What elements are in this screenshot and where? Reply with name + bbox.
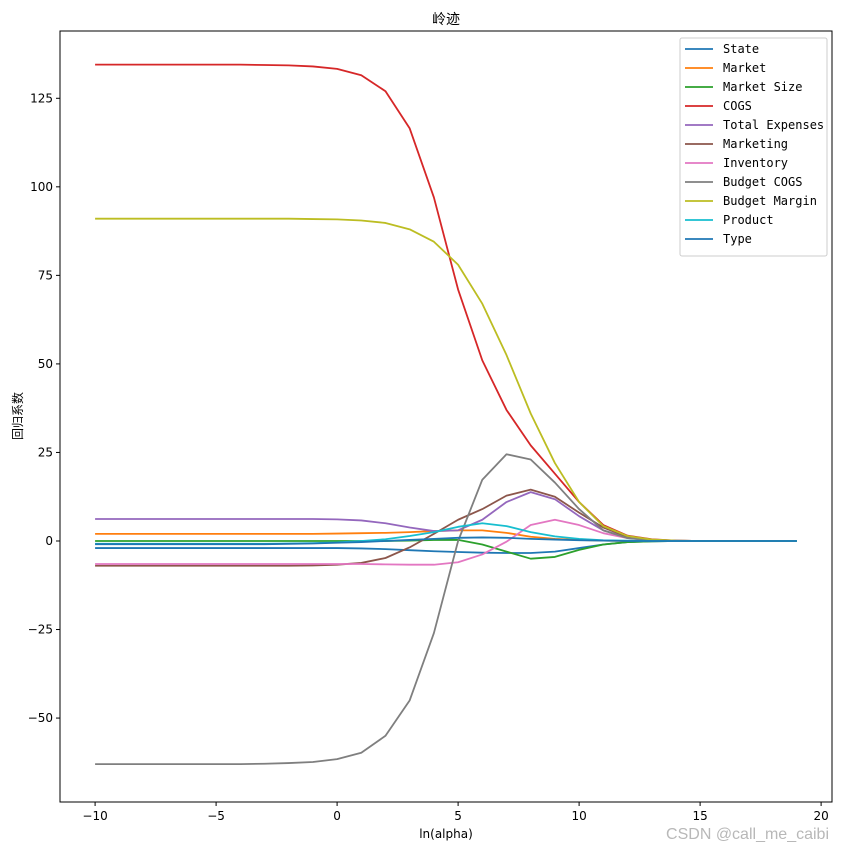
watermark: CSDN @call_me_caibi (666, 826, 829, 843)
legend-label: Product (723, 213, 774, 227)
plot-area (95, 63, 797, 766)
y-axis-ticks: −50 −25 0 25 50 75 100 125 (28, 91, 60, 725)
legend: State Market Market Size COGS Total Expenses… (679, 37, 828, 257)
legend-label: Marketing (723, 137, 788, 151)
legend-label: State (723, 42, 759, 56)
legend-label: Inventory (723, 156, 788, 170)
legend-label: Budget Margin (723, 194, 817, 208)
series-line-type (95, 536, 797, 546)
y-tick-label: 50 (38, 357, 53, 371)
y-tick-label: 75 (38, 268, 53, 282)
legend-label: COGS (723, 99, 752, 113)
y-tick-label: −25 (28, 623, 53, 637)
y-tick-label: −50 (28, 711, 53, 725)
series-line-budget-cogs (95, 453, 797, 766)
y-tick-label: 25 (38, 445, 53, 459)
x-tick-label: −10 (82, 809, 107, 823)
legend-label: Market Size (723, 80, 802, 94)
x-tick-label: 0 (333, 809, 341, 823)
x-tick-label: 5 (454, 809, 462, 823)
legend-label: Total Expenses (723, 118, 824, 132)
series-line-marketing (95, 488, 797, 567)
plot-frame (59, 30, 833, 803)
x-tick-label: −5 (207, 809, 225, 823)
y-axis-label: 回归系数 (10, 392, 25, 440)
legend-label: Budget COGS (723, 175, 802, 189)
y-tick-label: 125 (30, 91, 53, 105)
x-tick-label: 20 (813, 809, 828, 823)
series-line-market-size (95, 539, 797, 560)
legend-label: Market (723, 61, 766, 75)
y-tick-label: 0 (45, 534, 53, 548)
x-tick-label: 10 (571, 809, 586, 823)
x-tick-label: 15 (692, 809, 707, 823)
legend-box (679, 37, 828, 257)
x-axis-label: ln(alpha) (419, 827, 473, 841)
series-line-budget-margin (95, 217, 797, 542)
x-axis-ticks: −10 −5 0 5 10 15 20 (82, 802, 829, 823)
chart-title: 岭迹 (432, 12, 460, 28)
series-line-state (95, 540, 797, 554)
y-tick-label: 100 (30, 180, 53, 194)
legend-label: Type (723, 232, 752, 246)
